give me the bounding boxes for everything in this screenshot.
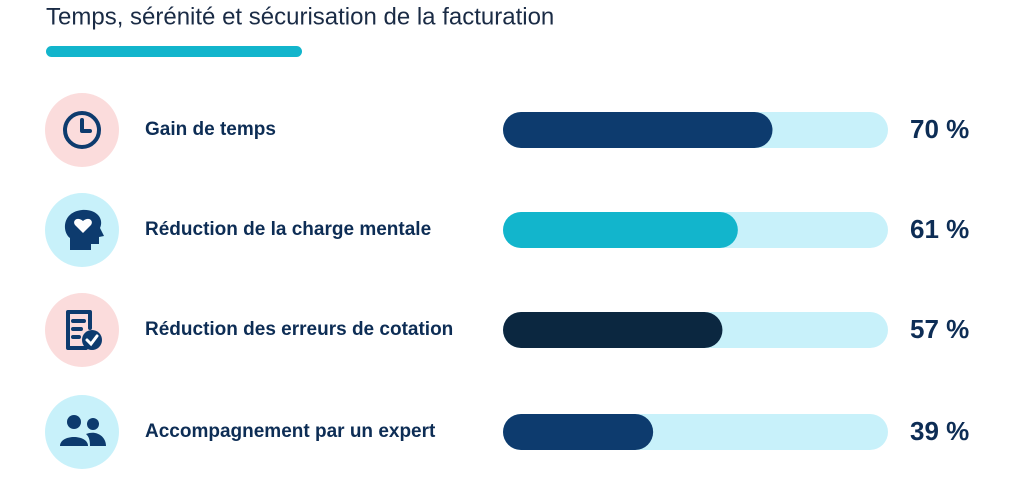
category-label: Gain de temps [145, 119, 276, 140]
clock-icon [63, 111, 101, 149]
value-label: 57 % [910, 314, 969, 344]
icon-bg [45, 395, 119, 469]
value-label: 39 % [910, 416, 969, 446]
head-heart-icon [65, 209, 104, 250]
document-check-icon [66, 310, 102, 350]
icons [45, 93, 119, 469]
chart-title: Temps, sérénité et sécurisation de la fa… [46, 3, 554, 30]
bar [503, 414, 654, 450]
bar [503, 112, 773, 148]
value-label: 61 % [910, 214, 969, 244]
bar [503, 212, 738, 248]
value-label: 70 % [910, 114, 969, 144]
category-label: Accompagnement par un expert [145, 421, 436, 442]
category-label: Réduction de la charge mentale [145, 219, 431, 240]
bar [503, 312, 723, 348]
people-icon [60, 415, 106, 446]
title-underline [46, 46, 302, 57]
category-label: Réduction des erreurs de cotation [145, 319, 453, 340]
